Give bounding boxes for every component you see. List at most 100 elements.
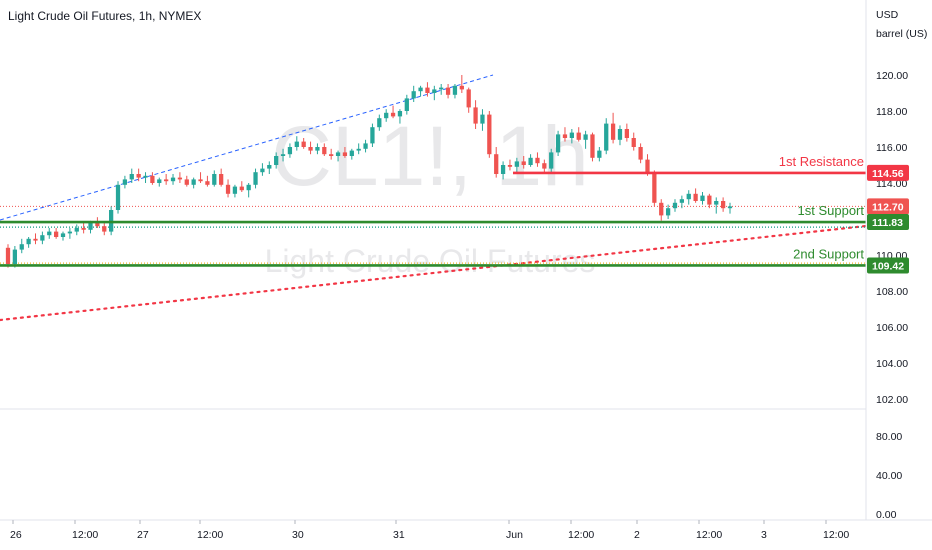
candle (459, 75, 464, 93)
indicator-tick: 40.00 (876, 470, 902, 482)
price-tick: 118.00 (876, 106, 907, 118)
candle (521, 156, 526, 169)
chart-title: Light Crude Oil Futures, 1h, NYMEX (8, 9, 201, 23)
candle (659, 199, 664, 221)
candle (335, 150, 341, 162)
candle (143, 172, 148, 183)
candle (225, 179, 231, 198)
horizontal-levels: 1st Resistance 1st Support 2nd Support (0, 154, 866, 267)
candle (129, 168, 134, 183)
time-tick: 12:00 (72, 529, 98, 541)
candle (260, 163, 265, 176)
candle (452, 84, 458, 99)
candle (480, 109, 485, 131)
candle (576, 127, 581, 142)
candle (239, 181, 244, 192)
candle (418, 85, 423, 97)
level-label-1: 1st Support (798, 203, 865, 218)
price-tick: 104.00 (876, 358, 908, 370)
trendlines (0, 74, 868, 322)
time-tick: 3 (761, 529, 767, 541)
time-tick: 2 (634, 529, 640, 541)
candle (590, 132, 595, 162)
time-tick: 27 (137, 529, 149, 541)
candle (549, 148, 554, 173)
candle (191, 177, 196, 189)
candle (198, 172, 203, 183)
time-tick: 30 (292, 529, 304, 541)
time-tick: 12:00 (568, 529, 594, 541)
candle (514, 157, 519, 173)
candle (287, 143, 293, 158)
candle (342, 147, 348, 158)
candle (60, 231, 66, 241)
tag-support-1: 111.83 (867, 214, 909, 231)
candle (253, 168, 258, 189)
candle (720, 197, 726, 212)
time-tick: 26 (10, 529, 22, 541)
candle (26, 237, 31, 248)
candle (727, 202, 733, 214)
price-scale[interactable]: 120.00118.00116.00114.00112.00110.00108.… (876, 70, 908, 406)
candle (384, 109, 389, 122)
candle (12, 246, 18, 268)
candle (212, 170, 217, 187)
candle (33, 233, 38, 245)
currency-label: USD (876, 9, 899, 21)
candle (115, 181, 121, 214)
candle (397, 109, 403, 124)
candle (679, 195, 684, 209)
time-tick: 12:00 (823, 529, 849, 541)
tag-last-price: 112.70 (867, 198, 909, 215)
candle (274, 152, 279, 169)
candle (624, 123, 629, 142)
candle (707, 193, 712, 209)
candle (652, 170, 657, 207)
candle (610, 112, 616, 144)
candle (356, 143, 361, 155)
candle (40, 231, 45, 245)
svg-text:112.70: 112.70 (872, 201, 904, 213)
candle (136, 168, 141, 182)
candle (280, 148, 286, 162)
candle (164, 174, 169, 185)
candle (562, 127, 568, 142)
time-tick: 31 (393, 529, 405, 541)
candle (5, 244, 11, 268)
candle (205, 175, 210, 187)
candle (494, 147, 499, 178)
indicator-tick: 80.00 (876, 431, 902, 443)
tag-resistance: 114.56 (867, 164, 909, 181)
candle (597, 147, 602, 162)
candle (583, 130, 588, 149)
candle (349, 148, 354, 160)
candle (631, 132, 636, 151)
price-tick: 102.00 (876, 394, 908, 406)
candle (157, 177, 162, 187)
time-tick: 12:00 (197, 529, 223, 541)
time-scale[interactable]: 26 12:00 27 12:00 30 31 Jun 12:00 2 12:00 3 12:00 (10, 520, 849, 541)
candle (390, 105, 396, 119)
candle (466, 87, 471, 113)
candle (535, 152, 540, 167)
price-tick: 116.00 (876, 142, 907, 154)
candle (487, 111, 492, 158)
indicator-scale[interactable]: 80.00 40.00 0.00 (876, 431, 902, 521)
candle (219, 168, 224, 187)
candle (54, 228, 59, 239)
price-tick: 120.00 (876, 70, 908, 82)
candle (425, 82, 430, 97)
price-tick: 106.00 (876, 322, 908, 334)
candle (47, 228, 52, 239)
time-tick: Jun (506, 529, 523, 541)
candle (555, 130, 561, 156)
candle (363, 139, 368, 153)
svg-text:114.56: 114.56 (872, 168, 904, 180)
channel-trendline (0, 74, 494, 221)
svg-text:111.83: 111.83 (872, 217, 903, 229)
candle (150, 172, 155, 185)
candle (308, 141, 313, 155)
candle (500, 161, 506, 180)
watermark-symbol: CL1!, 1h (271, 109, 589, 203)
